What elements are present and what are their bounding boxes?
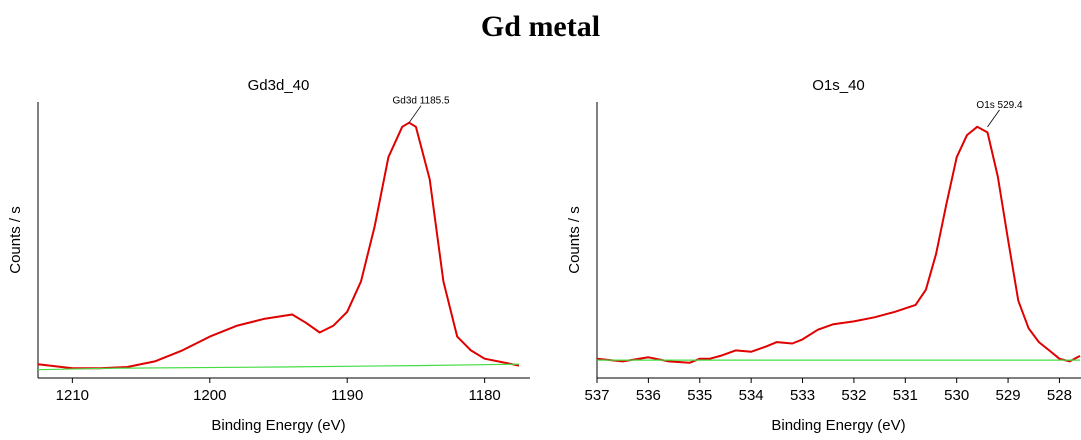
gd3d-spectrum-chart: Gd3d_40 1210 1200 1190 1180 Binding Energy (e… (7, 77, 530, 434)
spectrum-line (596, 125, 1081, 364)
peak-annotation-leader (987, 109, 1000, 128)
background-line (37, 363, 520, 371)
y-axis-label: Counts / s (566, 206, 583, 274)
x-tick-label: 531 (893, 387, 918, 404)
x-tick-label: 1190 (331, 387, 363, 404)
chart-title: O1s_40 (812, 77, 865, 94)
x-axis-label: Binding Energy (eV) (211, 417, 345, 434)
x-tick-label: 534 (739, 387, 764, 404)
peak-annotation-leader (408, 105, 422, 123)
y-axis-label: Counts / s (7, 206, 24, 274)
x-tick-label: 532 (841, 387, 866, 404)
x-tick-label: 535 (687, 387, 712, 404)
x-tick-label: 533 (790, 387, 815, 404)
x-tick-label: 528 (1047, 387, 1072, 404)
x-tick-label: 537 (584, 387, 609, 404)
x-tick-label: 1200 (193, 387, 226, 404)
x-tick-label: 536 (636, 387, 661, 404)
peak-annotation-label: Gd3d 1185.5 (393, 96, 451, 107)
x-axis-label: Binding Energy (eV) (771, 417, 905, 434)
chart-title: Gd3d_40 (248, 77, 310, 94)
x-tick-label: 529 (996, 387, 1021, 404)
peak-annotation-label: O1s 529.4 (976, 100, 1023, 111)
x-tick-label: 1180 (469, 387, 501, 404)
page-title: Gd metal (480, 10, 601, 43)
spectrum-line (37, 121, 520, 370)
x-tick-label: 1210 (56, 387, 89, 404)
x-tick-label: 530 (944, 387, 969, 404)
o1s-spectrum-chart: O1s_4053753653553453353253153052952852Bi… (566, 77, 1081, 434)
